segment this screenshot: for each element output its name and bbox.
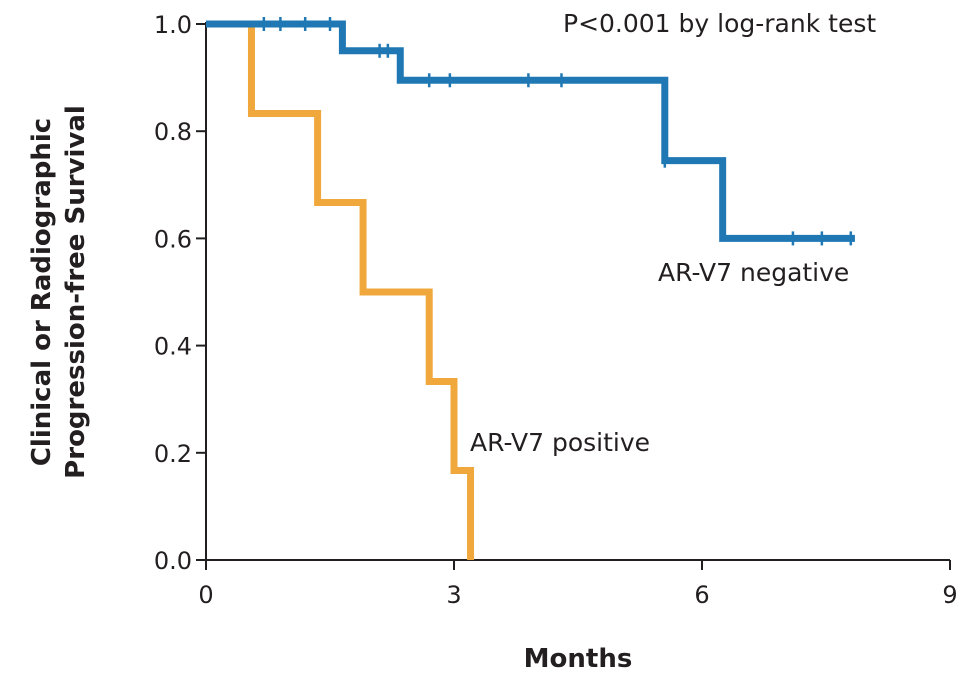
series-label-ar-v7-positive: AR-V7 positive <box>470 428 650 457</box>
y-axis-title: Clinical or Radiographic Progression-fre… <box>27 105 91 479</box>
x-tick-label: 9 <box>942 581 957 609</box>
p-value-annotation: P<0.001 by log-rank test <box>563 9 876 38</box>
y-axis-title-line-2: Progression-free Survival <box>61 105 91 479</box>
y-axis-title-line-1: Clinical or Radiographic <box>27 118 57 466</box>
curve-ar-v7-negative <box>206 20 855 242</box>
x-axis-title: Months <box>524 644 633 674</box>
y-tick-label: 1.0 <box>154 11 192 39</box>
y-tick-label: 0.6 <box>154 225 192 253</box>
x-tick-label: 3 <box>446 581 461 609</box>
survival-curves <box>206 17 855 560</box>
axes: 0.0 0.2 0.4 0.6 0.8 1.0 0 3 6 9 <box>154 11 958 609</box>
y-tick-label: 0.2 <box>154 440 192 468</box>
y-tick-label: 0.8 <box>154 118 192 146</box>
curve-ar-v7-positive <box>206 20 475 560</box>
series-label-ar-v7-negative: AR-V7 negative <box>658 258 849 287</box>
x-tick-label: 0 <box>198 581 213 609</box>
y-tick-label: 0.4 <box>154 333 192 361</box>
y-tick-label: 0.0 <box>154 547 192 575</box>
x-tick-label: 6 <box>694 581 709 609</box>
